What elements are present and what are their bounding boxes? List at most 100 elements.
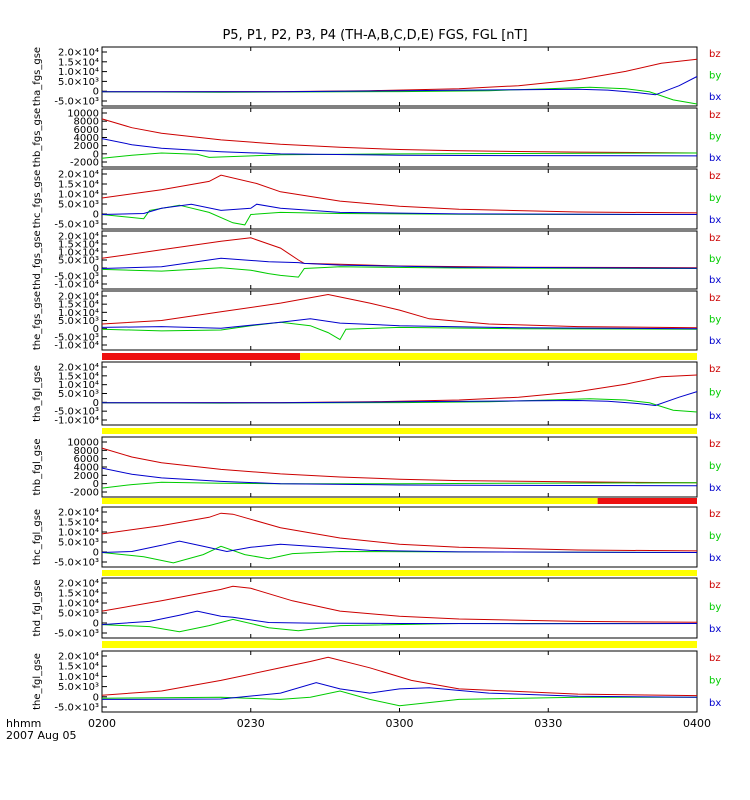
series-line-bz bbox=[101, 118, 698, 154]
status-segment-red bbox=[102, 353, 301, 360]
series-line-bz bbox=[101, 512, 698, 552]
status-bar-thd-fgl-gse bbox=[102, 641, 697, 648]
status-segment-yellow bbox=[102, 498, 598, 504]
y-tick-label: 1.0×10⁴ bbox=[58, 308, 99, 319]
y-tick-label: -5.0×10³ bbox=[54, 703, 99, 714]
series-line-by bbox=[101, 152, 698, 159]
legend-bz: bz bbox=[709, 233, 721, 244]
legend-bx: bx bbox=[709, 553, 721, 564]
y-tick-label: -5.0×10³ bbox=[54, 407, 99, 418]
x-tick-label: 0200 bbox=[88, 717, 116, 730]
y-tick-label: 1.0×10⁴ bbox=[58, 248, 99, 259]
legend-bz: bz bbox=[709, 293, 721, 304]
y-tick-label: 2.0×10⁴ bbox=[58, 579, 99, 590]
y-tick-label: 5.0×10³ bbox=[58, 609, 99, 620]
y-tick-label: 2.0×10⁴ bbox=[58, 232, 99, 243]
series-line-bz bbox=[101, 656, 698, 697]
legend-by: by bbox=[709, 71, 721, 82]
status-bar-thb-fgl-gse bbox=[102, 498, 697, 504]
panel-frame bbox=[101, 230, 698, 290]
y-axis-label: thc_fgl_gse bbox=[32, 509, 43, 565]
status-segment-red bbox=[597, 498, 697, 504]
series-line-bz bbox=[101, 447, 698, 484]
y-tick-label: 2000 bbox=[74, 471, 99, 482]
y-tick-label: 1.0×10⁴ bbox=[58, 380, 99, 391]
y-tick-label: 8000 bbox=[74, 117, 99, 128]
legend-by: by bbox=[709, 254, 721, 265]
legend-bz: bz bbox=[709, 171, 721, 182]
series-line-by bbox=[101, 481, 698, 489]
y-tick-label: 2.0×10⁴ bbox=[58, 508, 99, 519]
legend-bz: bz bbox=[709, 364, 721, 375]
y-tick-label: 0 bbox=[93, 479, 99, 490]
y-axis-label: tha_fgs_gse bbox=[32, 47, 43, 106]
series-line-bz bbox=[101, 174, 698, 214]
y-axis-label: tha_fgl_gse bbox=[32, 365, 43, 422]
y-tick-label: 1.0×10⁴ bbox=[58, 599, 99, 610]
series-line-by bbox=[101, 618, 697, 633]
y-tick-label: 1.0×10⁴ bbox=[58, 67, 99, 78]
y-tick-label: 0 bbox=[93, 149, 99, 160]
legend-bx: bx bbox=[709, 624, 721, 635]
y-axis-label: the_fgl_gse bbox=[32, 653, 43, 710]
y-tick-label: 6000 bbox=[74, 454, 99, 465]
series-line-by bbox=[101, 204, 698, 226]
series-line-bz bbox=[101, 585, 698, 623]
y-tick-label: 0 bbox=[93, 324, 99, 335]
y-tick-label: -5.0×10³ bbox=[54, 97, 99, 108]
panel-frame bbox=[101, 650, 698, 713]
legend-bz: bz bbox=[709, 439, 721, 450]
y-tick-label: 5.0×10³ bbox=[58, 77, 99, 88]
y-tick-label: -5.0×10³ bbox=[54, 220, 99, 231]
status-bar-the-fgs-gse bbox=[102, 353, 697, 360]
panel-the-fgs-gse: 2.0×10⁴1.5×10⁴1.0×10⁴5.0×10³0-5.0×10³-1.… bbox=[32, 290, 721, 352]
y-tick-label: 2000 bbox=[74, 141, 99, 152]
legend-by: by bbox=[709, 461, 721, 472]
y-tick-label: 1.0×10⁴ bbox=[58, 190, 99, 201]
y-tick-label: 0 bbox=[93, 87, 99, 98]
status-bar-tha-fgl-gse bbox=[102, 428, 697, 434]
y-tick-label: 5.0×10³ bbox=[58, 538, 99, 549]
panel-frame bbox=[101, 46, 698, 107]
y-axis-label: thb_fgl_gse bbox=[32, 439, 43, 496]
y-tick-label: 5.0×10³ bbox=[58, 316, 99, 327]
y-tick-label: 6000 bbox=[74, 125, 99, 136]
y-tick-label: 2.0×10⁴ bbox=[58, 170, 99, 181]
y-tick-label: 1.5×10⁴ bbox=[58, 518, 99, 529]
y-tick-label: 5.0×10³ bbox=[58, 389, 99, 400]
y-tick-label: -1.0×10⁴ bbox=[54, 280, 99, 291]
status-segment-yellow bbox=[102, 570, 697, 576]
y-axis-label: thd_fgs_gse bbox=[32, 230, 43, 289]
y-tick-label: -5.0×10³ bbox=[54, 629, 99, 640]
y-tick-label: 4000 bbox=[74, 133, 99, 144]
series-line-bx bbox=[101, 203, 698, 215]
panel-frame bbox=[101, 361, 698, 426]
y-tick-label: 0 bbox=[93, 619, 99, 630]
status-segment-yellow bbox=[300, 353, 697, 360]
x-tick-label: 0300 bbox=[386, 717, 414, 730]
panel-frame bbox=[101, 436, 698, 498]
y-tick-label: 1.5×10⁴ bbox=[58, 57, 99, 68]
y-tick-label: 1.0×10⁴ bbox=[58, 528, 99, 539]
legend-bx: bx bbox=[709, 215, 721, 226]
legend-by: by bbox=[709, 193, 721, 204]
y-tick-label: 0 bbox=[93, 398, 99, 409]
x-tick-label: 0330 bbox=[534, 717, 562, 730]
date-label: 2007 Aug 05 bbox=[6, 729, 77, 742]
y-tick-label: 0 bbox=[93, 548, 99, 559]
legend-bz: bz bbox=[709, 49, 721, 60]
y-tick-label: -2000 bbox=[70, 488, 99, 499]
y-tick-label: 5.0×10³ bbox=[58, 682, 99, 693]
legend-bx: bx bbox=[709, 153, 721, 164]
series-line-bx bbox=[102, 391, 698, 407]
y-tick-label: 2.0×10⁴ bbox=[58, 292, 99, 303]
y-axis-label: thb_fgs_gse bbox=[32, 108, 43, 167]
series-line-bz bbox=[101, 293, 698, 329]
x-tick-label: 0400 bbox=[683, 717, 711, 730]
